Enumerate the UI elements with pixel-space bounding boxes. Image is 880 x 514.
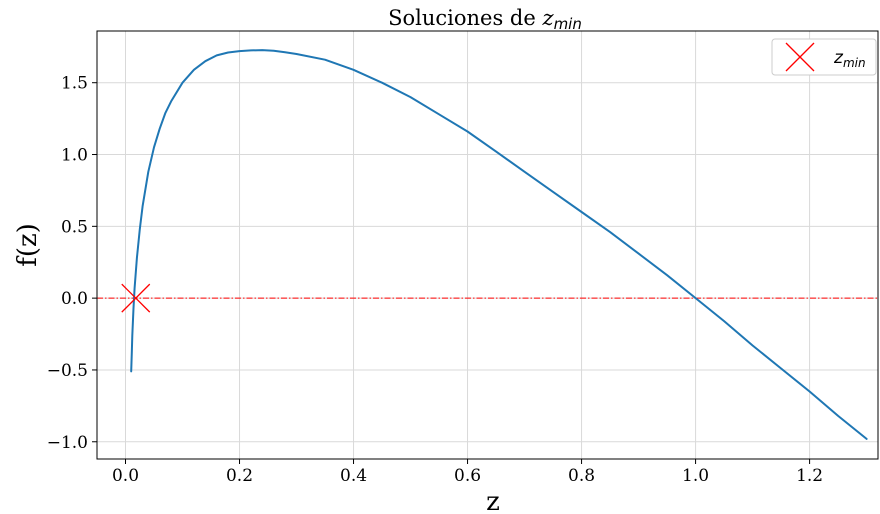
x-tick-label: 0.2 xyxy=(226,466,253,486)
series-layer xyxy=(130,49,868,440)
chart-title: Soluciones de zmin xyxy=(388,6,582,33)
legend: zmin xyxy=(771,38,877,76)
x-tick-label: 0.8 xyxy=(568,466,595,486)
marker-layer xyxy=(121,283,151,313)
chart-title-variable: z xyxy=(541,6,554,30)
y-tick-label: 0.5 xyxy=(61,217,88,237)
y-tick-label: 0.0 xyxy=(61,289,88,309)
chart-title-prefix: Soluciones de xyxy=(388,6,542,30)
zmin-marker xyxy=(121,283,151,313)
y-axis-label: f(z) xyxy=(13,223,43,267)
legend-variable: z xyxy=(833,48,844,68)
x-tick-label: 0.0 xyxy=(112,466,139,486)
x-tick-label: 1.0 xyxy=(682,466,709,486)
chart-title-subscript: min xyxy=(554,15,582,33)
x-tick-label: 1.2 xyxy=(796,466,823,486)
x-axis-label: z xyxy=(486,487,500,514)
y-tick-label: −0.5 xyxy=(47,361,88,381)
legend-entry-zmin: zmin xyxy=(833,48,866,70)
plot-frame xyxy=(96,30,879,460)
series-line xyxy=(130,49,868,440)
y-tick-label: −1.0 xyxy=(47,433,88,453)
grid xyxy=(97,31,878,459)
legend-subscript: min xyxy=(843,56,866,70)
y-tick-label: 1.5 xyxy=(61,74,88,94)
x-tick-label: 0.4 xyxy=(340,466,367,486)
y-axis-ticks: −1.0 −0.5 0.0 0.5 1.0 1.5 xyxy=(47,74,97,453)
x-tick-label: 0.6 xyxy=(454,466,481,486)
y-tick-label: 1.0 xyxy=(61,146,88,166)
legend-box xyxy=(771,38,877,76)
x-axis-ticks: 0.0 0.2 0.4 0.6 0.8 1.0 1.2 xyxy=(112,459,823,486)
legend-marker-x xyxy=(785,42,815,72)
